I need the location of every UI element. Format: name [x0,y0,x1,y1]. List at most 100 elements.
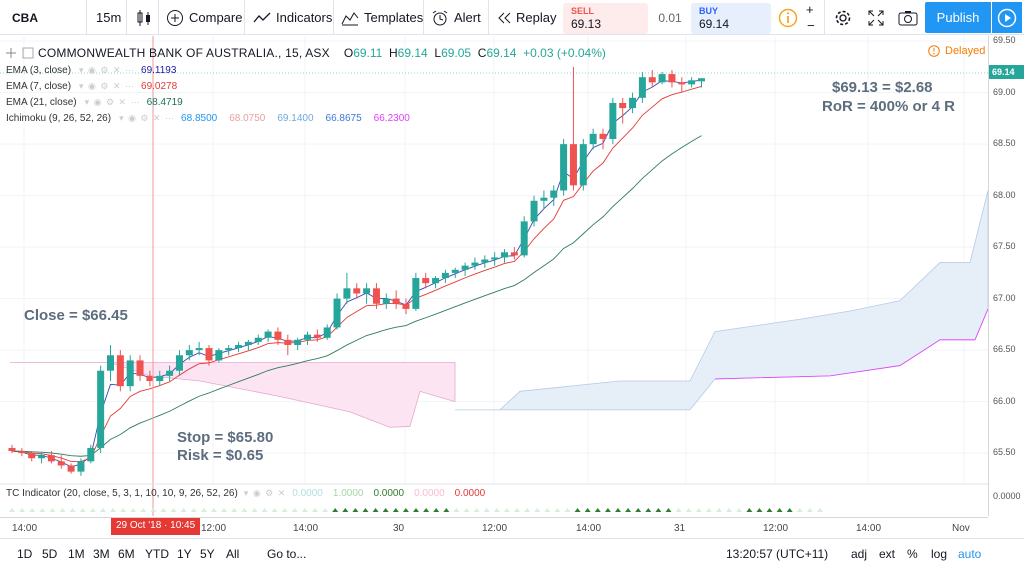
compare-button[interactable]: Compare [166,0,242,35]
indicator-name: EMA (3, close) [6,64,72,76]
tc-indicator-legend[interactable]: TC Indicator (20, close, 5, 3, 1, 10, 10… [6,486,495,500]
series-legend[interactable]: COMMONWEALTH BANK OF AUSTRALIA., 15, ASX… [6,44,606,62]
candle-body [175,355,183,371]
range-button[interactable]: YTD [145,547,169,561]
tc-signal-mark [594,508,601,512]
alert-button[interactable]: Alert [431,0,481,35]
candle-body [274,331,282,340]
ema-21-line [11,135,702,457]
adj-toggle[interactable]: adj [851,547,868,561]
snapshot-button[interactable] [898,0,923,35]
indicator-controls[interactable]: ▾ ◉ ⚙ ✕ ⋯ [119,112,176,123]
tc-signal-mark [574,508,581,512]
tc-signal-mark [645,508,652,512]
indicator-legend-row[interactable]: EMA (7, close) ▾ ◉ ⚙ ✕ ⋯ 69.0278 [6,78,606,94]
tc-signal-mark [140,508,147,512]
templates-label: Templates [364,10,424,25]
range-button[interactable]: 1M [68,547,85,561]
spread-value: 0.01 [658,11,682,25]
clock[interactable]: 13:20:57 (UTC+11) [726,547,829,561]
tc-signal-mark [524,508,531,512]
tc-signal-mark [766,508,773,512]
indicator-controls[interactable]: ▾ ◉ ⚙ ✕ ⋯ [84,96,141,107]
percent-toggle[interactable]: % [907,547,918,561]
sell-button[interactable]: SELL 69.13 [563,3,648,34]
tc-indicator-name: TC Indicator (20, close, 5, 3, 1, 10, 10… [6,487,238,499]
indicator-legend-row[interactable]: Ichimoku (9, 26, 52, 26) ▾ ◉ ⚙ ✕ ⋯ 68.8500… [6,110,606,126]
tc-signal-mark [453,508,460,512]
indicator-name: EMA (21, close) [6,96,77,108]
tc-signal-mark [806,508,813,512]
tc-signal-mark [554,508,561,512]
auto-toggle[interactable]: auto [958,547,982,561]
range-button[interactable]: 5Y [200,547,215,561]
goto-button[interactable]: Go to... [267,547,307,561]
tc-signal-mark [776,508,783,512]
indicator-value: 68.4719 [146,96,183,108]
range-button[interactable]: All [226,547,240,561]
time-tick: Nov [952,523,970,534]
info-button[interactable] [778,0,803,35]
range-button[interactable]: 1D [17,547,33,561]
delayed-badge[interactable]: Delayed [928,45,985,57]
candle-body [491,257,499,260]
symbol-title: COMMONWEALTH BANK OF AUSTRALIA., 15, ASX [38,46,330,60]
price-chart[interactable] [0,36,988,516]
publish-button[interactable]: Publish [925,2,991,33]
zoom-in-button[interactable]: + [806,1,814,17]
range-button[interactable]: 5D [42,547,58,561]
indicator-controls[interactable]: ▾ ◉ ⚙ ✕ ⋯ [79,64,136,75]
settings-button[interactable] [834,0,857,35]
drag-icon[interactable] [22,47,34,59]
tc-signal-mark [342,508,349,512]
tc-signal-mark [9,508,15,512]
tc-signal-mark [433,508,440,512]
time-axis[interactable]: 29 Oct '18 · 10:45 14:00 12:00 14:00 30 12:0… [0,517,988,537]
tc-signal-mark [291,508,298,512]
candle-body [195,348,203,351]
oscillator-tick: 0.0000 [993,491,1021,501]
indicator-controls[interactable]: ▾ ◉ ⚙ ✕ ⋯ [79,80,136,91]
tc-signal-mark [817,508,823,512]
replay-button[interactable]: Replay [497,0,556,35]
log-toggle[interactable]: log [931,547,948,561]
price-tick: 68.00 [993,189,1016,200]
interval-button[interactable]: 15m [96,0,121,35]
time-tick: 12:00 [763,523,789,534]
stop-annotation: Stop = $65.80 [177,429,274,446]
indicator-controls[interactable]: ▾ ◉ ⚙ ✕ [243,487,287,498]
candle-body [471,262,479,266]
tc-signal-mark [120,508,127,512]
chart-type-button[interactable] [136,0,157,35]
minus-icon: − [807,17,815,33]
templates-button[interactable]: Templates [341,0,423,35]
candle-body [609,102,617,139]
zoom-out-button[interactable]: − [807,17,815,33]
tc-signal-mark [180,508,187,512]
candle-body [678,82,686,85]
range-button[interactable]: 3M [93,547,110,561]
symbol-search[interactable]: CBA [12,0,38,35]
tc-indicator-value: 1.0000 [332,487,364,499]
buy-button[interactable]: BUY 69.14 [691,3,771,34]
cloud-bearish [10,362,456,428]
tc-signal-mark [443,508,450,512]
candle-body [501,252,508,258]
indicator-legend-row[interactable]: EMA (3, close) ▾ ◉ ⚙ ✕ ⋯ 69.1193 [6,62,606,78]
tc-signal-mark [544,508,551,512]
info-icon [778,8,798,27]
ext-toggle[interactable]: ext [879,547,896,561]
cloud-bullish [455,190,988,411]
indicator-value: 68.8500 [181,112,218,124]
tc-signal-mark [503,508,510,512]
fullscreen-button[interactable] [867,0,890,35]
indicators-button[interactable]: Indicators [253,0,332,35]
indicator-legend-row[interactable]: EMA (21, close) ▾ ◉ ⚙ ✕ ⋯ 68.4719 [6,94,606,110]
tc-signal-mark [665,508,672,512]
play-button[interactable] [992,2,1022,33]
collapse-icon[interactable] [6,48,16,58]
range-button[interactable]: 1Y [177,547,192,561]
expand-icon [868,10,884,25]
price-axis[interactable]: 69.14 0.0000 69.50 69.00 68.50 68.00 67.50 67… [988,35,1024,516]
range-button[interactable]: 6M [118,547,135,561]
